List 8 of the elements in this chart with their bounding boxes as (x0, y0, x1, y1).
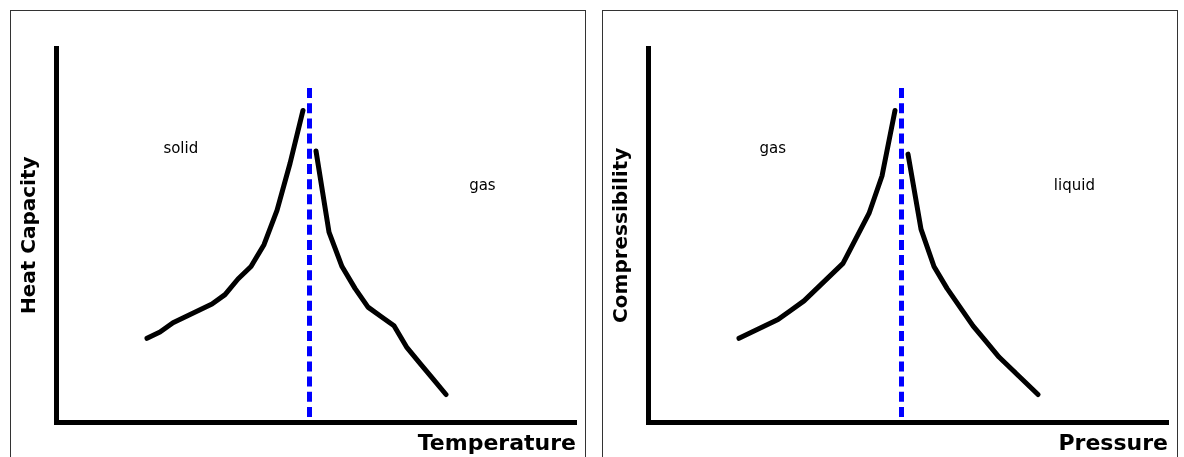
y-axis-title: Compressibility (608, 147, 633, 323)
annotation: liquid (1053, 176, 1095, 195)
y-axis-title: Heat Capacity (16, 156, 41, 315)
x-axis-title: Temperature (417, 429, 576, 455)
x-axis-title: Pressure (1058, 429, 1168, 455)
annotation: solid (163, 138, 199, 157)
annotation: gas (469, 176, 496, 195)
annotation: gas (759, 138, 787, 157)
